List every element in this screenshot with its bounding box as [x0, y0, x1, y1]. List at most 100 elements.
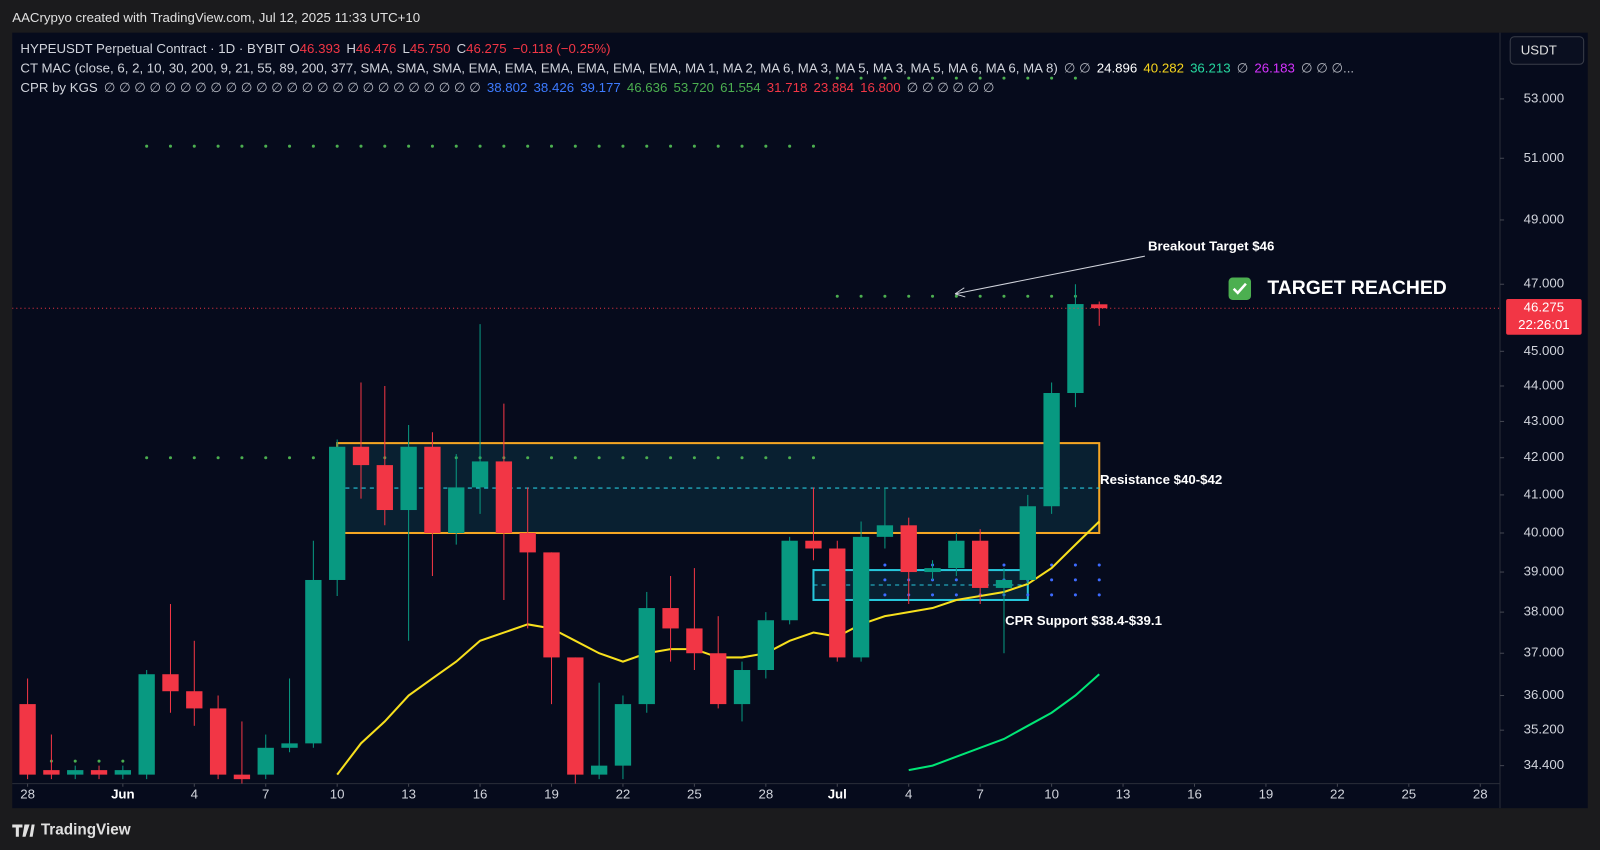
annotation: Breakout Target $46: [1148, 238, 1274, 253]
indicator-value: 53.720: [674, 79, 715, 94]
candle-body: [162, 674, 179, 692]
indicator-value: 38.426: [534, 79, 575, 94]
indicator-placeholder: ∅: [1237, 60, 1249, 75]
annotation-arrow: [955, 255, 1145, 295]
candle-body: [972, 540, 989, 588]
indicator-name: CT MAC (close, 6, 2, 10, 30, 200, 9, 21,…: [20, 60, 1057, 75]
check-mark: [1232, 282, 1247, 295]
ohlc-prefix: O: [289, 40, 299, 55]
candle-body: [257, 747, 274, 775]
candle-body: [924, 568, 941, 573]
y-tick-label: 40.000: [1524, 524, 1565, 539]
x-tick-label: 25: [1401, 786, 1416, 801]
candle-body: [757, 620, 774, 671]
candle-body: [352, 446, 370, 466]
x-tick-label: 28: [20, 786, 35, 801]
overlay-layer: HYPEUSDT Perpetual Contract · 1D · BYBIT…: [20, 40, 1582, 801]
candle-body: [471, 461, 489, 488]
y-tick-label: 36.000: [1524, 687, 1565, 702]
y-tick-label: 45.000: [1524, 343, 1565, 358]
candle-body: [781, 540, 798, 621]
price-tag-value: 46.275: [1524, 300, 1565, 315]
candle-body: [1019, 506, 1036, 580]
candle-body: [19, 704, 36, 775]
candle-body: [710, 653, 727, 705]
candle-body: [329, 446, 346, 580]
x-tick-label: 16: [1187, 786, 1202, 801]
x-tick-label: 7: [976, 786, 983, 801]
indicator-value: 38.802: [487, 79, 528, 94]
candle-body: [400, 446, 417, 511]
x-tick-label: 4: [905, 786, 912, 801]
candle-body: [614, 704, 632, 766]
candle-body: [1043, 393, 1060, 507]
indicator-line: CPR by KGS ∅ ∅ ∅ ∅ ∅ ∅ ∅ ∅ ∅ ∅ ∅ ∅ ∅ ∅ ∅ …: [20, 79, 994, 94]
candle-body: [138, 674, 155, 775]
x-tick-label: 22: [616, 786, 631, 801]
candle-body: [67, 770, 84, 775]
currency-button[interactable]: [1509, 36, 1585, 65]
y-tick-label: 43.000: [1524, 413, 1565, 428]
y-tick-label: 51.000: [1524, 150, 1565, 165]
x-tick-label: 19: [1259, 786, 1274, 801]
indicator-name: CPR by KGS: [20, 79, 97, 94]
indicator-value: 39.177: [580, 79, 621, 94]
candle-body: [948, 540, 965, 569]
candle-body: [114, 770, 132, 775]
candle-body: [876, 525, 894, 537]
price-tag-countdown: 22:26:01: [1518, 317, 1570, 332]
candle-body: [686, 628, 703, 654]
footer-brand: TradingView: [41, 822, 131, 839]
candle-body: [519, 532, 536, 553]
indicator-value: 16.800: [860, 79, 901, 94]
candle-body: [305, 579, 322, 744]
candle-body: [590, 765, 608, 775]
annotation-arrowhead: [954, 287, 966, 298]
indicator-value: 61.554: [720, 79, 761, 94]
chart-panel: [12, 32, 1588, 809]
change: −0.118 (−0.25%): [513, 40, 611, 55]
annotation: CPR Support $38.4-$39.1: [1005, 613, 1162, 628]
indicator-value: 36.213: [1190, 60, 1231, 75]
indicator-value: 23.884: [813, 79, 854, 94]
candle-body: [233, 774, 251, 780]
candle-body: [638, 608, 655, 705]
candle-body: [1091, 304, 1108, 309]
y-tick-label: 47.000: [1524, 276, 1565, 291]
indicator-value: 40.282: [1143, 60, 1184, 75]
symbol: HYPEUSDT Perpetual Contract · 1D · BYBIT: [20, 40, 285, 55]
candle-body: [567, 657, 584, 775]
x-tick-label: 10: [330, 786, 345, 801]
indicator-placeholder: ∅ ∅ ∅...: [1301, 60, 1354, 75]
candle-body: [448, 487, 465, 533]
x-tick-label: 10: [1044, 786, 1059, 801]
indicator-value: 46.636: [627, 79, 668, 94]
indicator-line: CT MAC (close, 6, 2, 10, 30, 200, 9, 21,…: [20, 60, 1354, 75]
y-tick-label: 39.000: [1524, 564, 1565, 579]
y-tick-label: 37.000: [1524, 645, 1565, 660]
candle-body: [995, 579, 1013, 588]
price-tag: [1506, 299, 1582, 335]
ohlc-prefix: L: [403, 40, 410, 55]
x-tick-label: 28: [758, 786, 773, 801]
x-tick-label: 25: [687, 786, 702, 801]
x-tick-label: Jul: [828, 786, 847, 801]
ohlc-value: 46.275: [466, 40, 507, 55]
y-tick-label: 35.200: [1524, 722, 1565, 737]
legend-line: HYPEUSDT Perpetual Contract · 1D · BYBIT…: [20, 40, 610, 55]
annotation: TARGET REACHED: [1267, 277, 1446, 299]
x-tick-label: 4: [191, 786, 198, 801]
annotation: Resistance $40-$42: [1100, 472, 1222, 487]
candle-body: [90, 770, 108, 775]
indicator-placeholder: ∅ ∅ ∅ ∅ ∅ ∅: [907, 79, 995, 94]
indicator-placeholder: ∅ ∅ ∅ ∅ ∅ ∅ ∅ ∅ ∅ ∅ ∅ ∅ ∅ ∅ ∅ ∅ ∅ ∅ ∅ ∅ …: [104, 79, 481, 94]
candle-body: [829, 548, 846, 658]
y-tick-label: 42.000: [1524, 449, 1565, 464]
indicator-placeholder: ∅ ∅: [1064, 60, 1091, 75]
x-tick-label: 22: [1330, 786, 1345, 801]
indicator-value: 26.183: [1254, 60, 1295, 75]
ohlc-prefix: H: [346, 40, 356, 55]
candle-body: [1067, 304, 1084, 394]
plot-area: [12, 76, 1500, 784]
